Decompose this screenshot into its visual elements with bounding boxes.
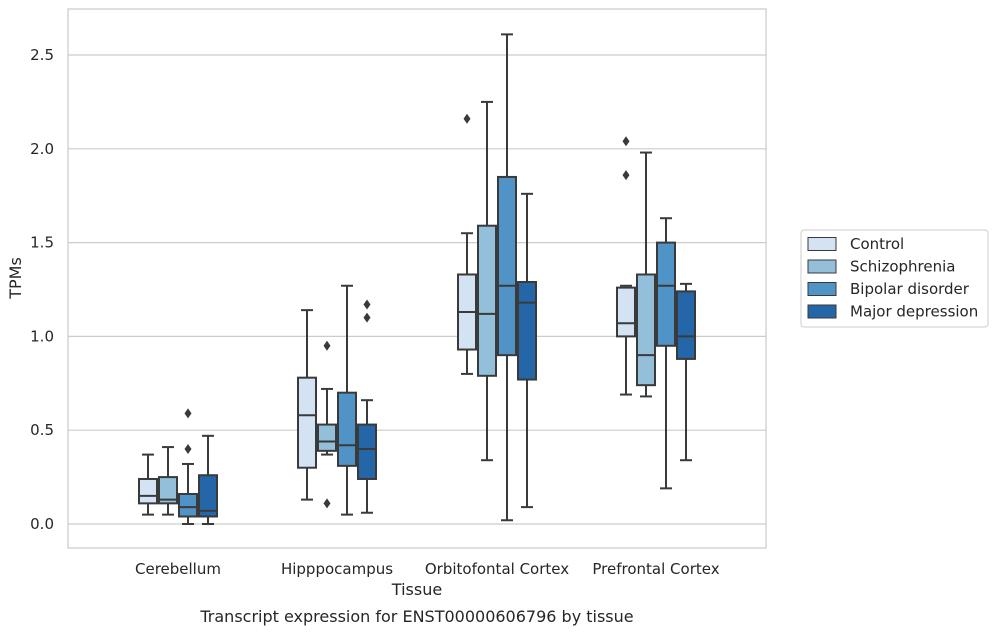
box-schizophrenia [317,340,337,509]
x-tick-label: Hipppocampus [281,560,393,578]
outlier-point [463,113,471,124]
box-schizophrenia [158,446,178,516]
box-iqr [616,286,636,338]
y-tick-labels: 0.0 0.5 1.0 1.5 2.0 2.5 [30,46,54,533]
legend-label: Control [850,235,904,253]
legend: Control Schizophrenia Bipolar disorder Majo… [800,229,989,328]
box-iqr [138,477,158,505]
box-series [138,33,696,525]
outlier-point [622,170,630,181]
box-schizophrenia [636,151,656,398]
legend-swatch [807,282,837,296]
box-schizophrenia [477,100,497,462]
box-control [138,453,158,516]
box-iqr [158,476,178,505]
box-iqr [337,391,357,467]
legend-label: Bipolar disorder [850,280,970,298]
box-major-depression [517,192,537,509]
box-iqr [297,376,317,469]
legend-swatch [807,237,837,251]
outlier-point [184,408,192,419]
legend-label: Major depression [850,303,978,321]
x-tick-label: Orbitofontal Cortex [425,560,569,578]
plot-area-frame [67,8,767,549]
box-major-depression [357,299,377,514]
box-iqr [357,423,377,480]
legend-swatch [807,259,837,274]
chart-caption: Transcript expression for ENST0000060679… [199,607,633,626]
x-tick-label: Prefrontal Cortex [592,560,719,578]
y-tick-label: 2.5 [30,46,54,64]
outlier-point [363,299,371,310]
box-iqr [656,241,676,347]
box-iqr [517,280,537,381]
box-major-depression [198,434,218,525]
y-tick-label: 2.0 [30,140,54,158]
outlier-point [323,498,331,509]
x-tick-label: Cerebellum [135,560,221,578]
legend-label: Schizophrenia [850,258,955,276]
box-major-depression [676,282,696,462]
box-iqr [178,492,198,518]
legend-frame [800,229,989,328]
box-control [297,309,317,501]
outlier-point [184,443,192,454]
box-iqr [198,474,218,518]
box-bipolar-disorder [178,408,198,525]
y-axis-label: TPMs [6,257,25,300]
legend-items: Control Schizophrenia Bipolar disorder Majo… [807,235,978,321]
grid-lines [68,54,766,525]
x-tick-labels: Cerebellum Hipppocampus Orbitofontal Corte… [135,560,720,578]
outlier-point [323,340,331,351]
y-tick-label: 1.5 [30,234,54,252]
y-tick-label: 1.0 [30,327,54,345]
box-bipolar-disorder [656,217,676,490]
box-bipolar-disorder [497,33,517,522]
outlier-point [363,312,371,323]
box-control [616,136,636,396]
y-tick-label: 0.5 [30,421,54,439]
box-iqr [636,273,656,387]
outlier-point [622,136,630,147]
box-bipolar-disorder [337,284,357,516]
legend-swatch [807,304,837,319]
box-control [457,113,477,375]
box-iqr [676,290,696,360]
box-iqr [477,224,497,377]
y-tick-label: 0.0 [30,515,54,533]
box-iqr [317,423,337,452]
x-axis-label: Tissue [391,580,442,599]
box-iqr [497,175,517,357]
